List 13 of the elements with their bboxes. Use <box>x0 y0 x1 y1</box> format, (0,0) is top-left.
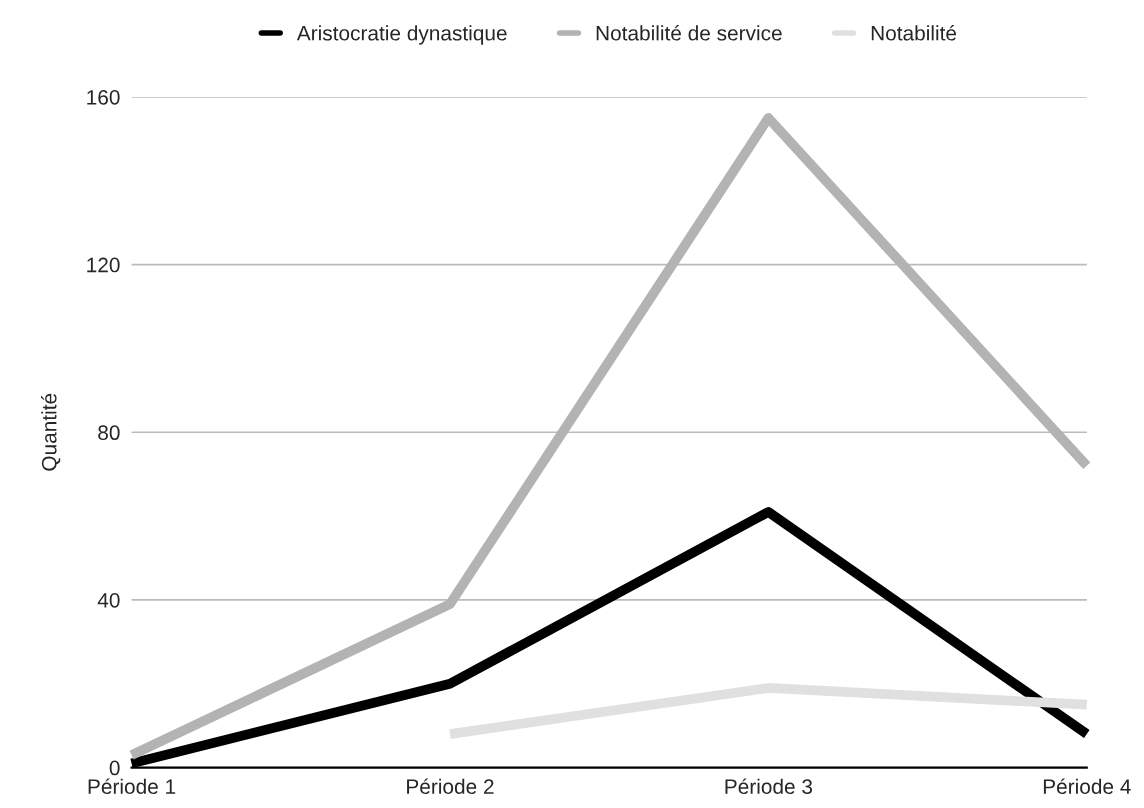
x-tick-label: Période 4 <box>1043 778 1131 795</box>
y-axis-title: Quantité <box>41 393 61 471</box>
y-tick-label: 40 <box>97 592 120 608</box>
legend-label: Aristocratie dynastique <box>296 25 507 45</box>
x-tick-label: Période 2 <box>407 778 494 795</box>
legend-label: Notabilité de service <box>596 25 782 41</box>
x-tick-label: Période 3 <box>725 778 813 795</box>
x-tick-label: Période 1 <box>88 778 176 795</box>
y-tick-label: 80 <box>98 425 120 441</box>
y-tick-label: 0 <box>109 760 120 776</box>
y-tick-label: 160 <box>87 89 120 105</box>
legend-label: Notabilité <box>871 25 957 41</box>
y-tick-label: 120 <box>87 257 120 273</box>
